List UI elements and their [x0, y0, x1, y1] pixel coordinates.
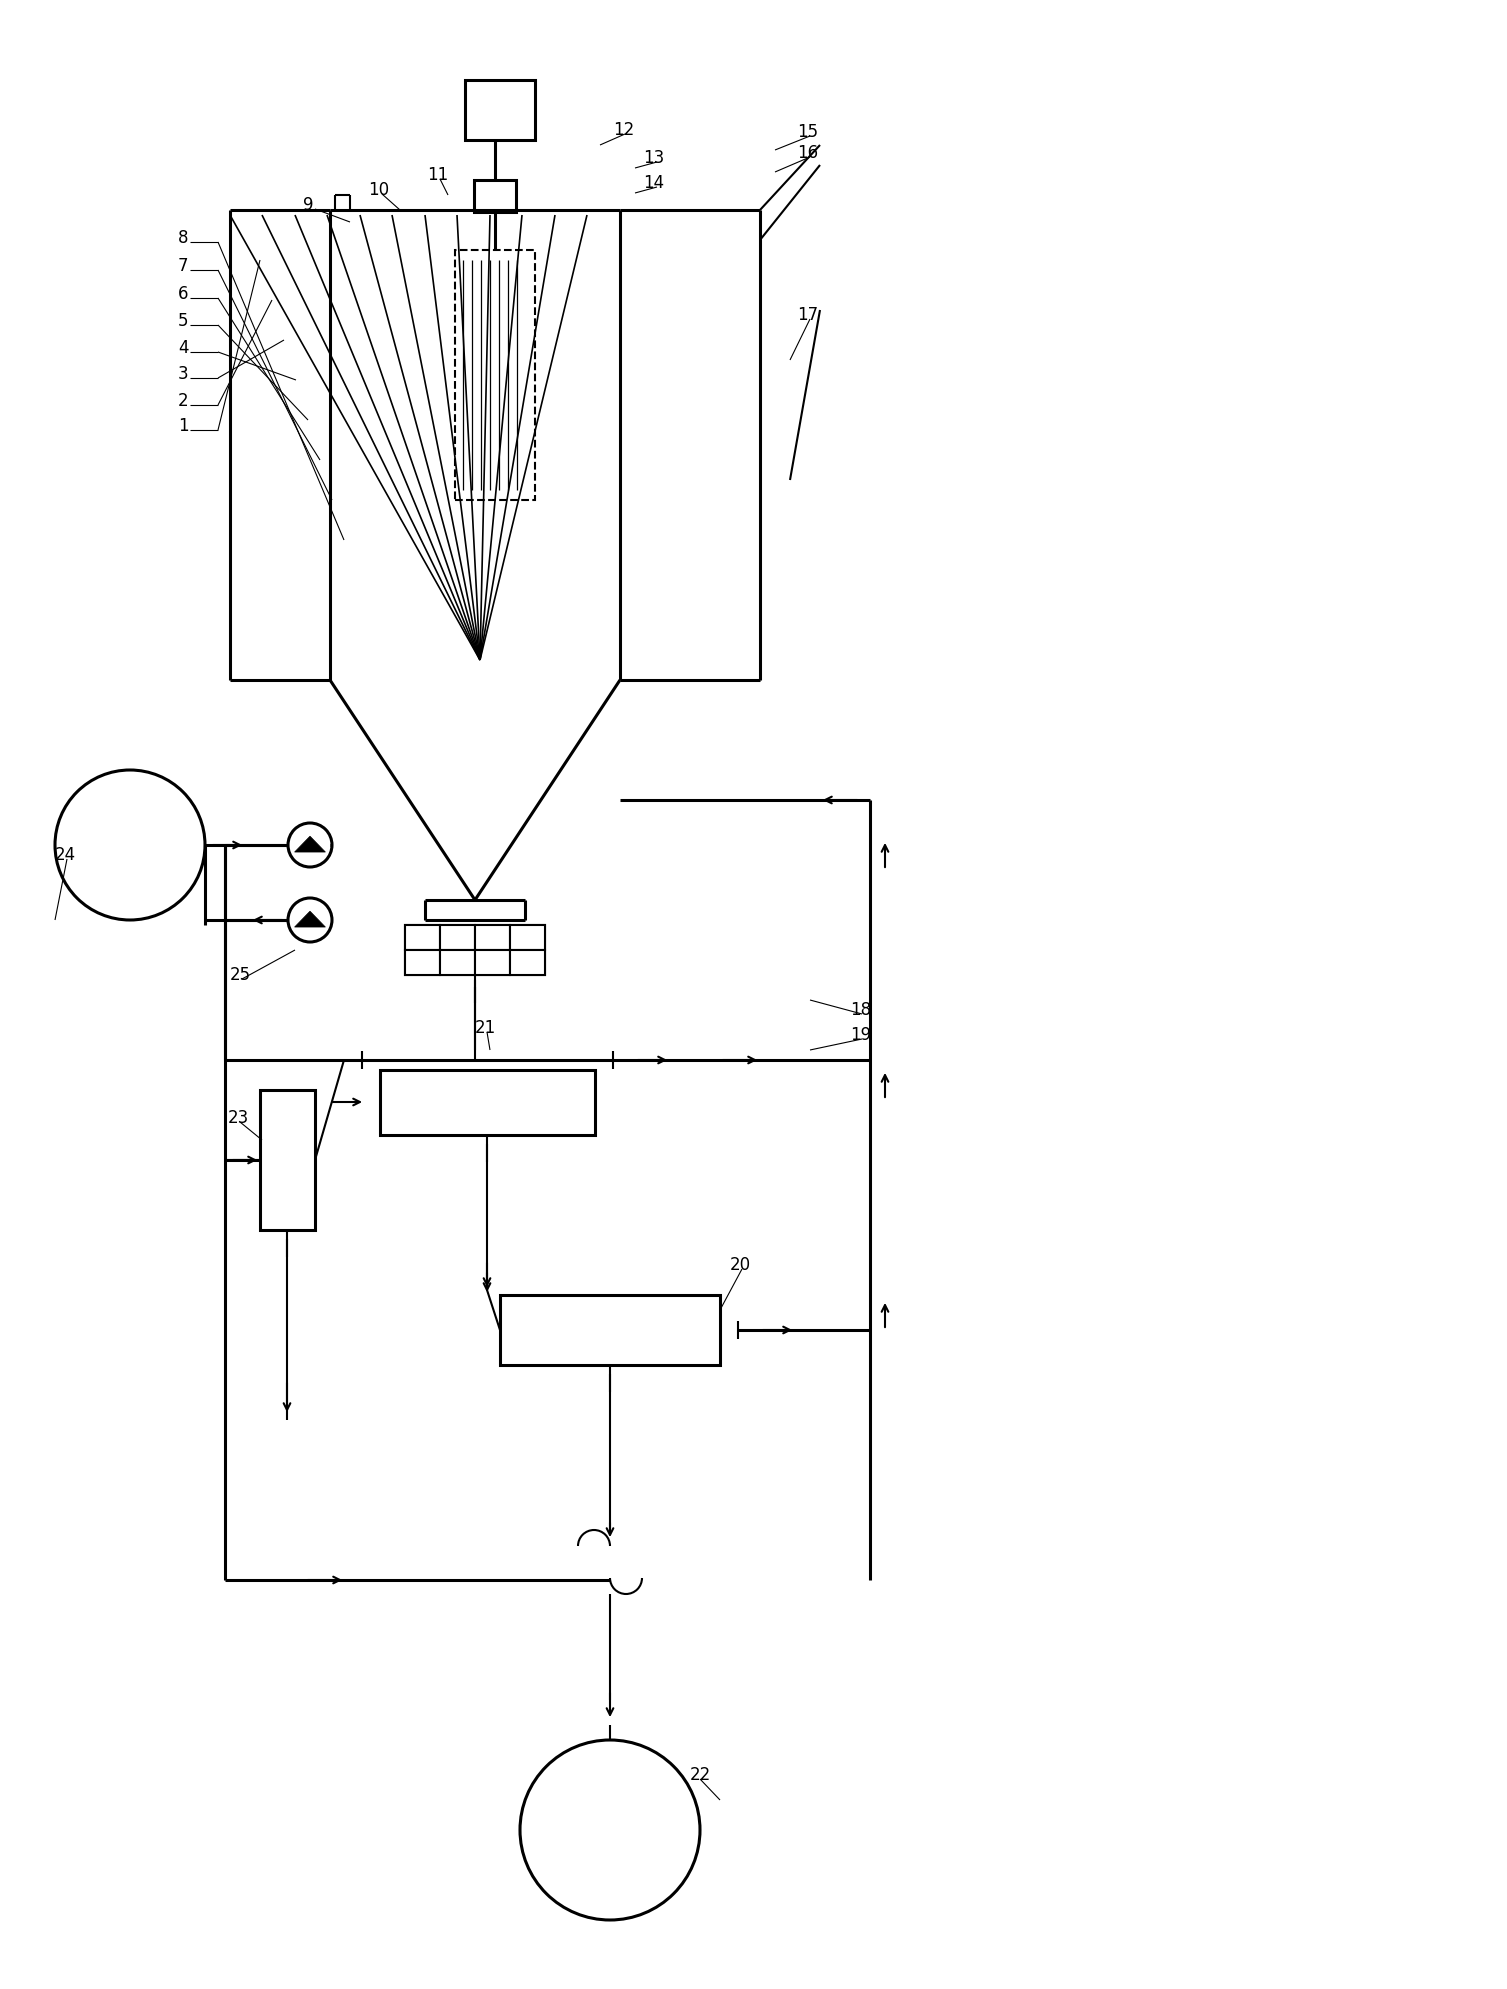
Text: 19: 19 — [850, 1026, 871, 1044]
Polygon shape — [294, 911, 326, 927]
Bar — [405, 951, 440, 975]
Text: 11: 11 — [426, 165, 448, 185]
Text: 23: 23 — [228, 1110, 249, 1128]
Text: 22: 22 — [690, 1766, 711, 1784]
Text: 15: 15 — [797, 123, 818, 141]
Text: 21: 21 — [475, 1018, 496, 1036]
Bar — [455, 251, 535, 499]
Text: 6: 6 — [178, 284, 188, 302]
Bar — [466, 80, 535, 139]
Text: 24: 24 — [54, 845, 77, 863]
Bar — [500, 1295, 720, 1364]
Text: 7: 7 — [178, 257, 188, 274]
Circle shape — [288, 897, 332, 943]
Text: 14: 14 — [643, 173, 665, 193]
Bar — [475, 179, 515, 213]
Text: 12: 12 — [613, 121, 634, 139]
Bar — [405, 925, 440, 951]
Text: 16: 16 — [797, 143, 818, 161]
Bar — [440, 951, 475, 975]
Bar — [509, 925, 546, 951]
Text: 2: 2 — [178, 392, 188, 410]
Text: 10: 10 — [368, 181, 389, 199]
Bar — [509, 951, 546, 975]
Text: 3: 3 — [178, 366, 188, 384]
Bar — [475, 925, 509, 951]
Text: 13: 13 — [643, 149, 665, 167]
Bar — [380, 1070, 595, 1136]
Bar — [261, 1090, 315, 1229]
Text: 4: 4 — [178, 338, 188, 356]
Text: 18: 18 — [850, 1000, 871, 1018]
Text: 25: 25 — [231, 967, 252, 985]
Text: 5: 5 — [178, 312, 188, 330]
Bar — [440, 925, 475, 951]
Bar — [405, 925, 546, 975]
Text: 9: 9 — [303, 197, 313, 215]
Circle shape — [520, 1740, 699, 1919]
Text: 20: 20 — [729, 1255, 750, 1275]
Polygon shape — [294, 835, 326, 851]
Text: 1: 1 — [178, 418, 188, 436]
Text: 8: 8 — [178, 229, 188, 247]
Circle shape — [54, 770, 205, 921]
Text: 17: 17 — [797, 306, 818, 324]
Circle shape — [288, 823, 332, 867]
Bar — [475, 951, 509, 975]
